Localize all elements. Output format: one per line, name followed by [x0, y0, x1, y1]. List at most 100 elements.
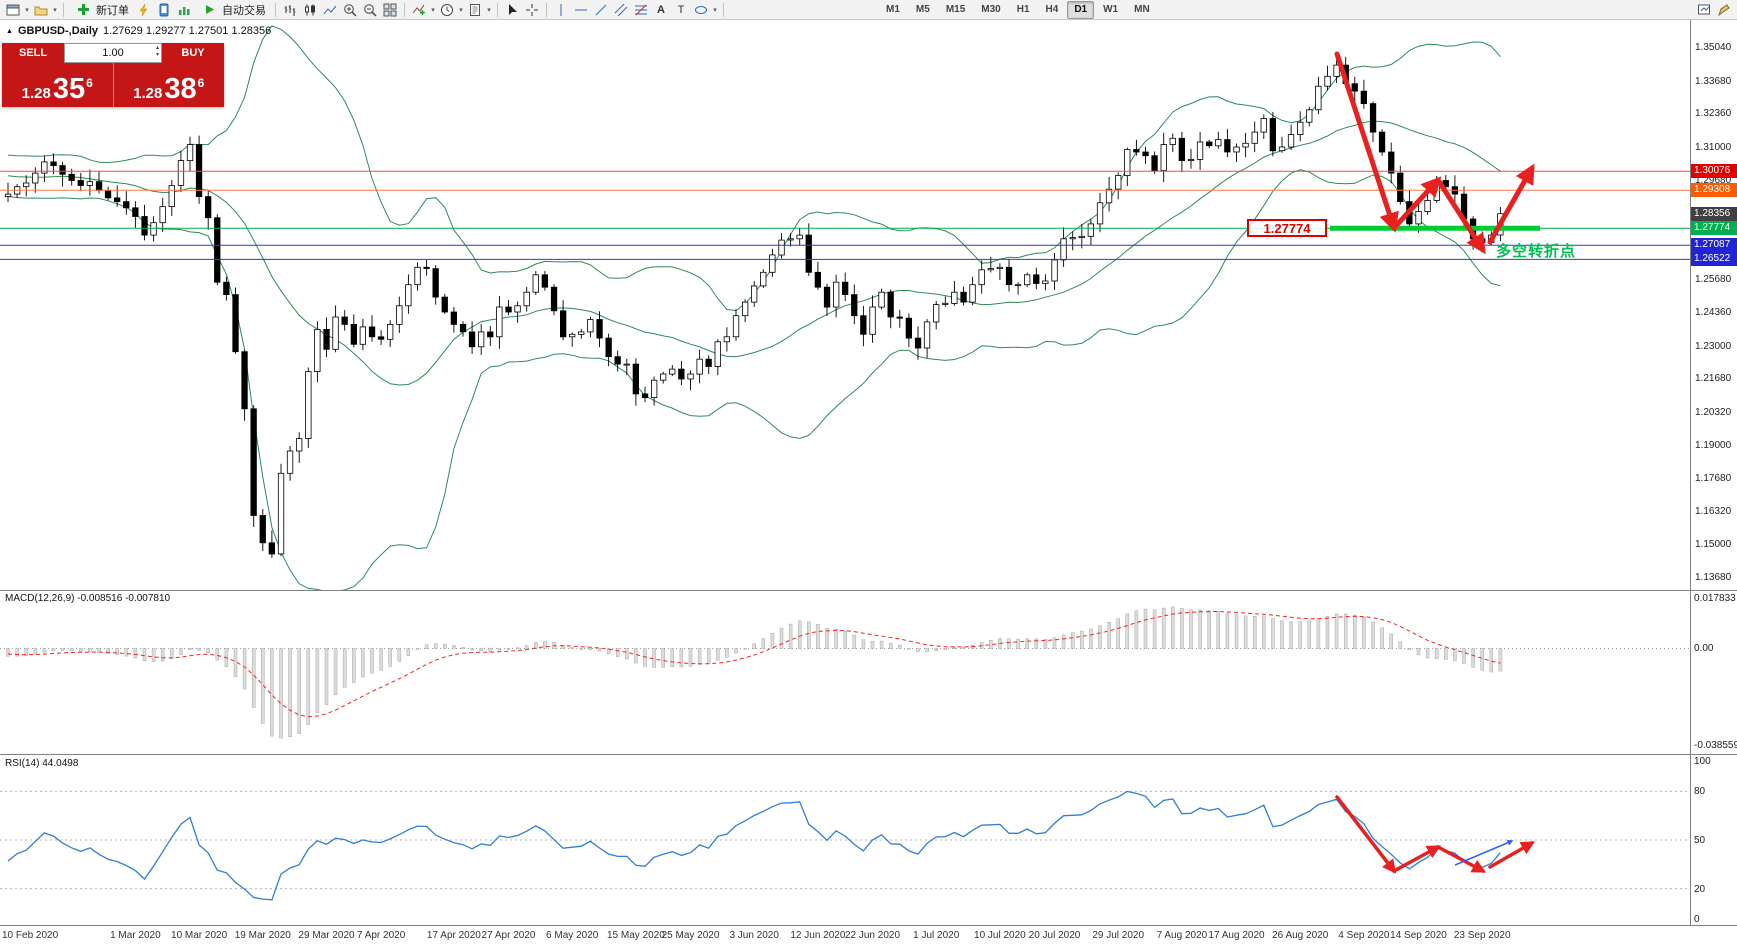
- docking-icon[interactable]: [1694, 1, 1714, 19]
- candlestick-chart-icon[interactable]: [300, 1, 320, 19]
- price-tag: 1.26522: [1691, 252, 1737, 267]
- macd-axis-max: 0.017833: [1694, 593, 1736, 604]
- volume-down-icon[interactable]: ▾: [155, 52, 159, 58]
- sell-price-pips: 35: [52, 73, 86, 106]
- date-label: 29 Jul 2020: [1092, 930, 1145, 941]
- date-label: 17 Apr 2020: [426, 930, 481, 941]
- price-axis-label: 1.19000: [1695, 439, 1732, 451]
- date-label: 6 May 2020: [546, 930, 599, 941]
- timeframe-MN[interactable]: MN: [1134, 3, 1150, 15]
- price-level-callout[interactable]: 1.27774: [1247, 219, 1327, 237]
- timeframe-D1[interactable]: D1: [1067, 0, 1095, 19]
- date-label: 25 May 2020: [661, 930, 720, 941]
- ohlc-values: 1.27629 1.29277 1.27501 1.28356: [103, 25, 272, 37]
- mql-community-icon[interactable]: [154, 1, 174, 19]
- price-axis-label: 1.13680: [1695, 572, 1732, 583]
- shapes-icon[interactable]: [691, 1, 711, 19]
- volume-input[interactable]: 1.00 ▴ ▾: [64, 43, 162, 63]
- timeframe-M5[interactable]: M5: [915, 3, 930, 15]
- line-chart-icon[interactable]: [320, 1, 340, 19]
- chevron-down-icon[interactable]: ▾: [53, 6, 57, 14]
- buy-price-big-figure: 1.28: [133, 84, 163, 102]
- plus-icon: [73, 1, 93, 19]
- macd-axis-min: -0.038559: [1694, 740, 1737, 751]
- text-icon[interactable]: A: [657, 3, 665, 16]
- buy-price-pips: 38: [164, 73, 197, 106]
- toolbar-separator: [275, 2, 276, 17]
- date-label: 14 Sep 2020: [1390, 930, 1447, 941]
- volume-up-icon[interactable]: ▴: [155, 45, 159, 51]
- vertical-line-icon[interactable]: [551, 1, 571, 19]
- autotrading-label: 自动交易: [222, 4, 266, 17]
- timeframe-M30[interactable]: M30: [981, 3, 1001, 15]
- macd-signal-line: [7, 610, 1501, 718]
- date-label: 4 Sep 2020: [1338, 930, 1390, 941]
- horizontal-levels: [0, 170, 1690, 260]
- chevron-down-icon[interactable]: ▾: [25, 6, 29, 14]
- macd-axis-zero: 0.00: [1694, 642, 1714, 654]
- templates-icon[interactable]: [465, 1, 485, 19]
- price-tag: 1.27774: [1691, 221, 1737, 236]
- date-label: 17 Aug 2020: [1208, 930, 1265, 941]
- timeframe-H1[interactable]: H1: [1016, 3, 1030, 15]
- rsi-blue-arrow: [1454, 839, 1514, 866]
- price-axis-label: 1.15000: [1695, 539, 1732, 551]
- rsi-axis-label: 100: [1694, 756, 1711, 767]
- script-icon[interactable]: [134, 1, 154, 19]
- price-axis-label: 1.25680: [1695, 274, 1732, 286]
- volume-spinner[interactable]: ▴ ▾: [156, 45, 159, 59]
- market-watch-icon[interactable]: [174, 1, 194, 19]
- price-axis-label: 1.29680: [1695, 174, 1732, 186]
- price-axis-label: 1.16320: [1695, 506, 1732, 518]
- buy-button[interactable]: BUY: [162, 43, 224, 63]
- trendline-icon[interactable]: [591, 1, 611, 19]
- chevron-down-icon[interactable]: ▾: [487, 6, 491, 14]
- one-click-trading-panel: SELL 1.00 ▴ ▾ BUY 1.28 35 6 1.28 38 6: [2, 43, 224, 107]
- crosshair-icon[interactable]: [522, 1, 542, 19]
- toolbar-separator: [404, 2, 405, 17]
- chart-marker-icon: ▲: [6, 27, 13, 35]
- bar-chart-icon[interactable]: [280, 1, 300, 19]
- sell-button[interactable]: SELL: [2, 43, 64, 63]
- label-icon[interactable]: T: [677, 3, 685, 16]
- timeframe-M1[interactable]: M1: [886, 3, 900, 15]
- new-chart-icon[interactable]: [3, 1, 23, 19]
- date-label: 22 Jun 2020: [844, 930, 901, 941]
- timeframe-M15[interactable]: M15: [945, 3, 966, 15]
- toolbar: ▾ ▾ 新订单 自动交易 ▾ ▾ ▾ A T ▾ M1 M5 M15 M30 H1 H4 D…: [0, 0, 1737, 20]
- play-icon: [199, 1, 219, 19]
- chevron-down-icon[interactable]: ▾: [459, 6, 463, 14]
- buy-price[interactable]: 1.28 38 6: [112, 63, 225, 107]
- tile-windows-icon[interactable]: [380, 1, 400, 19]
- timeframe-W1[interactable]: W1: [1103, 3, 1119, 15]
- date-label: 1 Mar 2020: [110, 930, 161, 941]
- edit-icon[interactable]: [1714, 1, 1734, 19]
- horizontal-line-icon[interactable]: [571, 1, 591, 19]
- macd-canvas[interactable]: [0, 591, 1737, 754]
- date-label: 20 Jul 2020: [1028, 930, 1081, 941]
- date-label: 27 Apr 2020: [481, 930, 536, 941]
- profiles-icon[interactable]: [31, 1, 51, 19]
- sell-price-point: 6: [86, 76, 93, 90]
- price-chart-canvas[interactable]: [0, 20, 1737, 590]
- periods-icon[interactable]: [437, 1, 457, 19]
- projection-arrows: [1334, 51, 1535, 255]
- autotrading-button[interactable]: 自动交易: [194, 1, 271, 19]
- rsi-canvas[interactable]: [0, 755, 1737, 925]
- zoom-out-icon[interactable]: [360, 1, 380, 19]
- timeframe-H4[interactable]: H4: [1045, 3, 1059, 15]
- rsi-axis-label: 80: [1694, 786, 1706, 798]
- date-label: 29 Mar 2020: [298, 930, 355, 941]
- chevron-down-icon[interactable]: ▾: [431, 6, 435, 14]
- fibonacci-icon[interactable]: [631, 1, 651, 19]
- candlestick-series: [4, 53, 1504, 558]
- chevron-down-icon[interactable]: ▾: [713, 6, 717, 14]
- date-label: 7 Aug 2020: [1156, 930, 1208, 941]
- channel-icon[interactable]: [611, 1, 631, 19]
- sell-price[interactable]: 1.28 35 6: [2, 63, 113, 107]
- new-order-button[interactable]: 新订单: [68, 1, 134, 19]
- date-label: 10 Mar 2020: [171, 930, 228, 941]
- zoom-in-icon[interactable]: [340, 1, 360, 19]
- indicators-icon[interactable]: [409, 1, 429, 19]
- cursor-icon[interactable]: [502, 1, 522, 19]
